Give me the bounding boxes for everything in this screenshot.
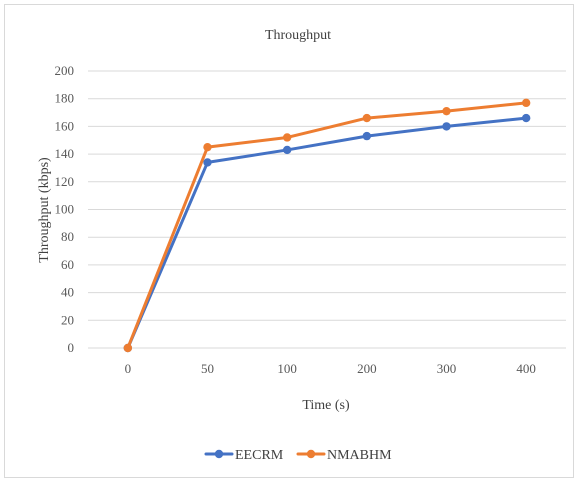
legend-label: EECRM: [235, 448, 284, 463]
y-axis-ticks: 0 20 40 60 80 100 120 140 160 180 200: [55, 63, 75, 355]
x-axis-ticks: 0 50 100 200 300 400: [125, 361, 536, 376]
chart-frame: [4, 4, 574, 478]
x-tick-label: 100: [277, 361, 297, 376]
data-point-nmabhm: [521, 98, 531, 108]
chart-title: Throughput: [265, 28, 331, 43]
legend-marker: [214, 449, 224, 459]
y-tick-label: 180: [55, 91, 75, 106]
series-line-eecrm: [126, 116, 528, 350]
legend-label: NMABHM: [327, 448, 392, 463]
data-point-nmabhm: [362, 113, 372, 123]
series-line-nmabhm: [126, 101, 528, 350]
data-point-nmabhm: [123, 343, 133, 353]
y-tick-label: 160: [55, 118, 75, 133]
data-point-eecrm: [203, 158, 212, 167]
data-point-eecrm: [442, 122, 451, 131]
x-axis-title: Time (s): [302, 398, 350, 413]
legend: EECRM NMABHM: [204, 448, 392, 463]
y-tick-label: 140: [55, 146, 75, 161]
x-tick-label: 0: [125, 361, 132, 376]
y-axis-title: Throughput (kbps): [37, 157, 52, 263]
y-tick-label: 40: [61, 285, 74, 300]
y-tick-label: 120: [55, 174, 75, 189]
grid-layer: [88, 70, 566, 349]
y-tick-label: 20: [61, 312, 74, 327]
y-tick-label: 80: [61, 229, 74, 244]
data-point-eecrm: [521, 113, 531, 123]
x-tick-label: 50: [201, 361, 214, 376]
y-tick-label: 200: [55, 63, 75, 78]
data-point-nmabhm: [282, 133, 292, 142]
data-point-eecrm: [282, 145, 292, 155]
y-tick-label: 60: [61, 257, 74, 272]
y-tick-label: 100: [55, 202, 75, 217]
x-tick-label: 200: [357, 361, 377, 376]
x-tick-label: 300: [437, 361, 457, 376]
x-tick-label: 400: [516, 361, 536, 376]
data-point-eecrm: [362, 131, 372, 141]
series-layer: [123, 98, 531, 353]
y-tick-label: 0: [68, 340, 75, 355]
legend-marker: [306, 449, 316, 459]
data-point-nmabhm: [442, 106, 451, 116]
data-point-nmabhm: [203, 142, 212, 152]
